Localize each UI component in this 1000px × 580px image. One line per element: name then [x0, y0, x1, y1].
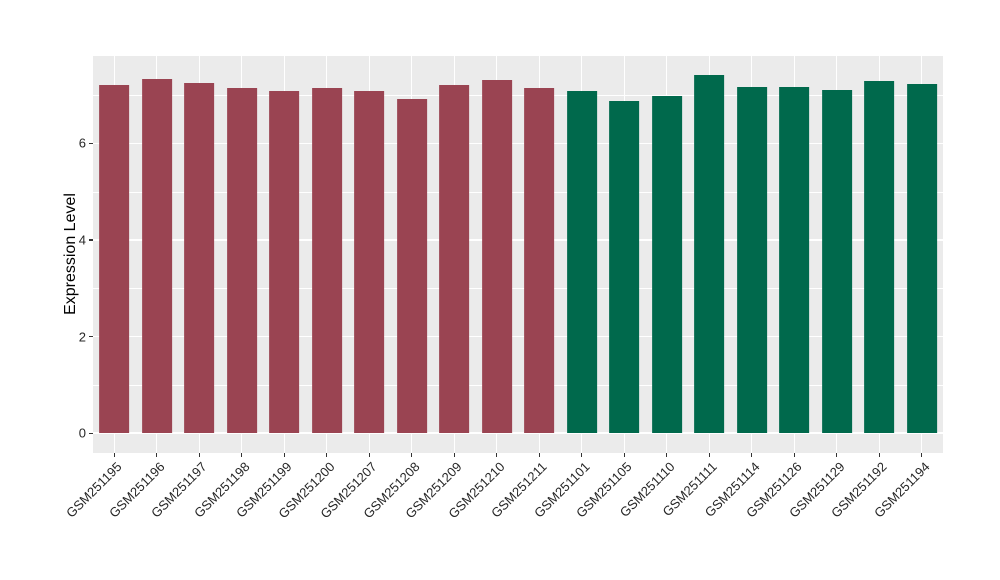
x-tick-mark	[538, 453, 540, 457]
bar-GSM251105	[609, 100, 640, 434]
x-tick-mark	[793, 453, 795, 457]
bar-GSM251210	[481, 79, 512, 434]
x-tick-mark	[666, 453, 668, 457]
x-tick-mark	[368, 453, 370, 457]
y-axis-tick-marks	[89, 56, 93, 453]
bar-GSM251192	[864, 81, 895, 434]
bar-GSM251200	[311, 88, 342, 434]
y-tick-label: 0	[78, 425, 86, 441]
bar-GSM251208	[396, 99, 427, 434]
x-tick-mark	[708, 453, 710, 457]
x-tick-mark	[751, 453, 753, 457]
bar-GSM251126	[779, 86, 810, 434]
plot-panel	[93, 56, 943, 453]
y-tick-label: 2	[78, 329, 86, 345]
y-tick-mark	[89, 239, 93, 241]
x-tick-mark	[878, 453, 880, 457]
gridline-major	[93, 142, 943, 145]
bar-GSM251110	[651, 96, 682, 434]
bar-GSM251101	[566, 90, 597, 434]
x-tick-mark	[156, 453, 158, 457]
gridline-minor	[93, 288, 943, 290]
bar-GSM251129	[821, 90, 852, 434]
gridline-major	[93, 432, 943, 434]
x-tick-mark	[836, 453, 838, 457]
x-tick-mark	[623, 453, 625, 457]
x-axis-tick-labels: GSM251195 GSM251196 GSM251197 GSM251198 GSM2…	[63, 459, 943, 569]
y-tick-label: 6	[78, 135, 86, 151]
x-tick-mark	[496, 453, 498, 457]
x-tick-mark	[581, 453, 583, 457]
bar-GSM251114	[736, 86, 767, 434]
x-tick-mark	[241, 453, 243, 457]
gridline-major	[93, 239, 943, 241]
bar-GSM251197	[184, 83, 215, 434]
gridline-minor	[93, 191, 943, 193]
bar-GSM251195	[99, 85, 130, 434]
bar-GSM251209	[439, 85, 470, 434]
x-tick-mark	[453, 453, 455, 457]
bar-GSM251196	[141, 79, 172, 434]
y-tick-mark	[89, 432, 93, 434]
gridline-minor	[93, 384, 943, 386]
bar-GSM251198	[226, 88, 257, 434]
x-tick-mark	[326, 453, 328, 457]
bar-GSM251194	[906, 83, 937, 434]
y-tick-mark	[89, 142, 93, 145]
bar-GSM251199	[269, 91, 300, 434]
y-tick-label: 4	[78, 232, 86, 248]
gridline-minor	[93, 95, 943, 96]
y-axis-tick-labels: 0 2 4 6	[0, 56, 86, 453]
bar-GSM251211	[524, 88, 555, 434]
x-tick-mark	[113, 453, 115, 457]
x-tick-mark	[921, 453, 923, 457]
y-tick-mark	[89, 335, 93, 338]
bar-GSM251207	[354, 90, 385, 434]
x-axis-tick-marks	[93, 453, 943, 457]
x-tick-mark	[198, 453, 200, 457]
gridline-major	[93, 335, 943, 338]
x-tick-mark	[411, 453, 413, 457]
bar-GSM251111	[694, 74, 725, 434]
x-tick-mark	[283, 453, 285, 457]
